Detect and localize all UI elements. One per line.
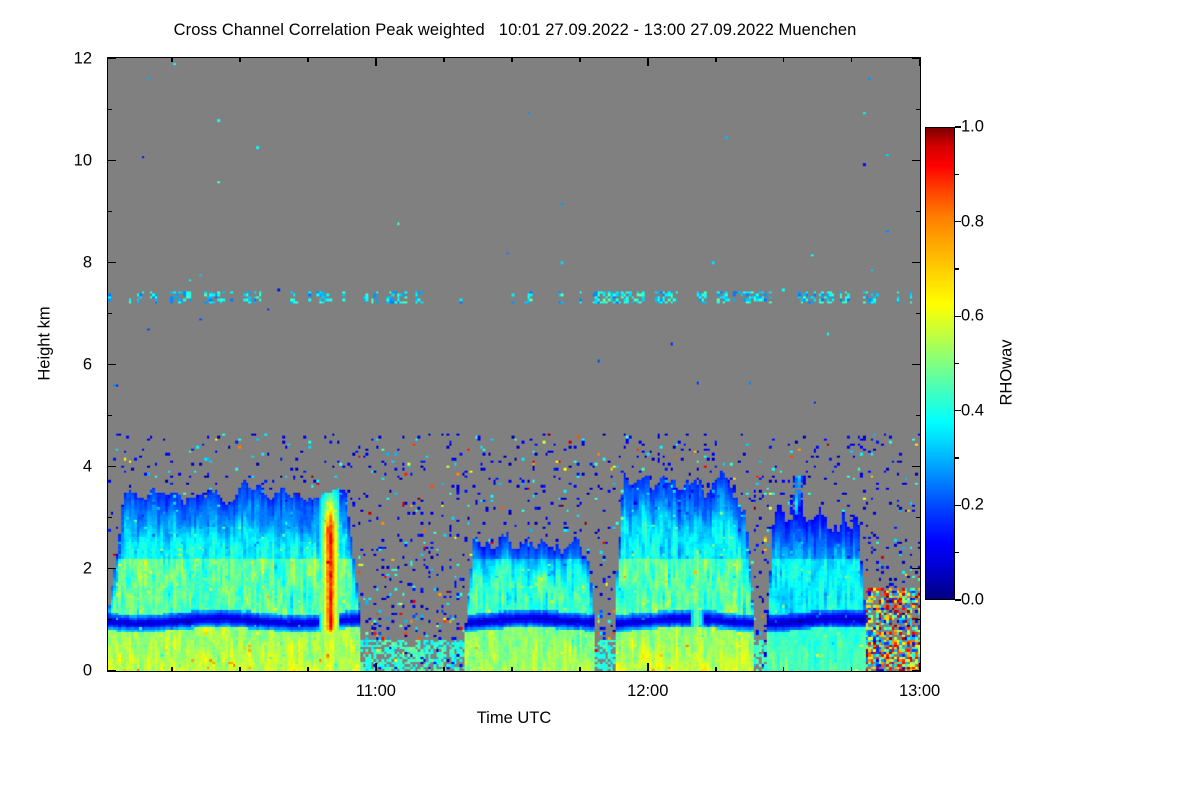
colorbar-minor-tick xyxy=(955,362,959,365)
colorbar-major-tick xyxy=(955,126,961,128)
colorbar-minor-tick xyxy=(955,552,959,554)
y-axis-major-tick-right xyxy=(912,465,921,468)
y-axis-tick-label: 4 xyxy=(82,457,92,476)
y-axis-title: Height km xyxy=(35,306,54,381)
y-axis-major-tick xyxy=(107,465,116,468)
colorbar-title: RHOwav xyxy=(997,339,1016,406)
colorbar-tick-label: 0.4 xyxy=(961,401,984,420)
x-axis-minor-tick-top xyxy=(239,57,241,62)
y-axis-tick-label: 6 xyxy=(82,355,92,374)
x-axis-minor-tick-top xyxy=(307,57,309,62)
y-axis-minor-tick-right xyxy=(916,618,921,621)
y-axis-tick-label: 2 xyxy=(82,559,92,578)
x-axis-minor-tick xyxy=(782,667,785,672)
x-axis-minor-tick xyxy=(239,667,241,672)
y-axis-major-tick-right xyxy=(912,57,921,60)
heatmap-canvas xyxy=(108,58,920,671)
y-axis-minor-tick-right xyxy=(916,312,921,315)
x-axis-minor-tick xyxy=(850,667,853,672)
y-axis-minor-tick-right xyxy=(916,414,921,417)
x-axis-minor-tick xyxy=(171,667,173,672)
y-axis-major-tick xyxy=(107,159,116,162)
colorbar-tick-label: 0.6 xyxy=(961,306,984,325)
x-axis-major-tick xyxy=(646,663,649,672)
x-axis-minor-tick-top xyxy=(782,57,785,62)
x-axis-major-tick-top xyxy=(646,57,649,66)
x-axis-tick-label: 13:00 xyxy=(898,682,941,700)
y-axis-major-tick-right xyxy=(912,363,921,366)
x-axis-major-tick-top xyxy=(918,57,921,66)
y-axis-major-tick xyxy=(107,57,116,60)
y-axis-minor-tick xyxy=(107,210,112,213)
colorbar-major-tick xyxy=(955,315,961,317)
y-axis-minor-tick xyxy=(107,414,112,417)
colorbar-tick-label: 1.0 xyxy=(961,117,984,136)
x-axis-minor-tick-top xyxy=(850,57,853,62)
y-axis-minor-tick-right xyxy=(916,210,921,213)
x-axis-minor-tick xyxy=(443,667,445,672)
colorbar-major-tick xyxy=(955,410,961,412)
figure-title: Cross Channel Correlation Peak weighted … xyxy=(173,21,857,39)
heatmap-plot-area[interactable] xyxy=(107,57,921,672)
y-axis-minor-tick xyxy=(107,618,112,621)
x-axis-minor-tick-top xyxy=(578,57,581,62)
colorbar-gradient xyxy=(925,127,955,600)
x-axis-minor-tick-top xyxy=(714,57,717,62)
y-axis-minor-tick xyxy=(107,108,112,111)
x-axis-minor-tick xyxy=(511,667,513,672)
y-axis-major-tick-right xyxy=(912,669,921,672)
y-axis-tick-label: 8 xyxy=(82,253,92,272)
x-axis-minor-tick-top xyxy=(511,57,513,62)
x-axis-major-tick xyxy=(375,663,377,672)
colorbar-major-tick xyxy=(955,504,961,507)
colorbar-minor-tick xyxy=(955,173,959,175)
y-axis-major-tick-right xyxy=(912,159,921,162)
x-axis-minor-tick xyxy=(307,667,309,672)
x-axis-minor-tick xyxy=(714,667,717,672)
x-axis-title: Time UTC xyxy=(476,709,552,727)
y-axis-major-tick-right xyxy=(912,567,921,570)
y-axis-major-tick xyxy=(107,567,116,570)
y-axis-minor-tick-right xyxy=(916,516,921,519)
x-axis-minor-tick-top xyxy=(171,57,173,62)
colorbar-major-tick xyxy=(955,220,961,223)
colorbar-minor-tick xyxy=(955,268,959,270)
colorbar-tick-label: 0.2 xyxy=(961,495,984,514)
y-axis-major-tick xyxy=(107,669,116,672)
y-axis-minor-tick xyxy=(107,312,112,315)
y-axis-major-tick-right xyxy=(912,261,921,264)
y-axis-tick-label: 10 xyxy=(73,151,92,170)
y-axis-major-tick xyxy=(107,261,116,264)
y-axis-minor-tick xyxy=(107,516,112,519)
x-axis-tick-label: 11:00 xyxy=(355,682,396,700)
y-axis-tick-label: 0 xyxy=(82,661,92,680)
colorbar-minor-tick xyxy=(955,457,959,459)
y-axis-major-tick xyxy=(107,363,116,366)
x-axis-major-tick xyxy=(918,663,921,672)
x-axis-minor-tick-top xyxy=(443,57,445,62)
colorbar-major-tick xyxy=(955,599,961,601)
y-axis-tick-label: 12 xyxy=(73,49,92,68)
y-axis-minor-tick-right xyxy=(916,108,921,111)
x-axis-tick-label: 12:00 xyxy=(627,682,669,700)
colorbar-tick-label: 0.8 xyxy=(961,212,984,231)
x-axis-major-tick-top xyxy=(375,57,377,66)
colorbar-tick-label: 0.0 xyxy=(961,590,984,609)
x-axis-minor-tick xyxy=(578,667,581,672)
